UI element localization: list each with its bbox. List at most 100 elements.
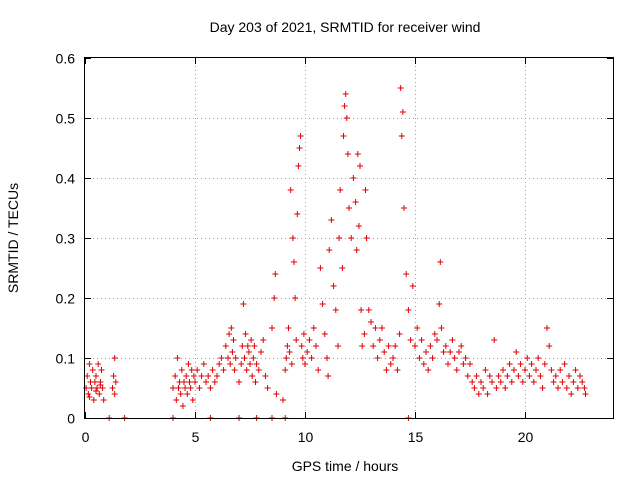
y-tick-label: 0.5 bbox=[56, 111, 76, 127]
data-point bbox=[460, 361, 467, 367]
data-point bbox=[561, 361, 568, 367]
data-point bbox=[431, 331, 438, 337]
data-point bbox=[298, 343, 305, 349]
data-point bbox=[555, 385, 561, 391]
data-point bbox=[500, 367, 506, 373]
data-point bbox=[90, 397, 97, 403]
data-point bbox=[229, 349, 236, 355]
data-point bbox=[84, 373, 91, 379]
data-point bbox=[239, 343, 246, 349]
data-point bbox=[563, 385, 570, 391]
y-tick-label: 0.4 bbox=[56, 171, 76, 187]
data-point bbox=[86, 394, 93, 400]
data-point bbox=[216, 361, 223, 367]
data-point bbox=[188, 367, 195, 373]
data-point bbox=[528, 361, 535, 367]
data-point bbox=[220, 367, 227, 373]
data-point bbox=[449, 337, 456, 343]
data-point bbox=[546, 343, 553, 349]
data-point bbox=[403, 271, 410, 277]
y-tick-label: 0 bbox=[67, 411, 75, 427]
data-point bbox=[557, 367, 564, 373]
data-point bbox=[566, 373, 572, 379]
data-point bbox=[330, 283, 337, 289]
data-point bbox=[230, 337, 237, 343]
data-point bbox=[284, 343, 291, 349]
data-point bbox=[396, 331, 403, 337]
data-point bbox=[376, 337, 383, 343]
data-point bbox=[112, 379, 119, 385]
data-point bbox=[218, 355, 225, 361]
data-point bbox=[357, 163, 363, 169]
data-point bbox=[370, 343, 377, 349]
data-point bbox=[173, 397, 180, 403]
data-point bbox=[399, 109, 406, 115]
data-point bbox=[365, 307, 372, 313]
data-point bbox=[178, 367, 185, 373]
data-point bbox=[582, 391, 589, 397]
data-point bbox=[570, 379, 577, 385]
data-point bbox=[343, 115, 350, 121]
data-point bbox=[458, 343, 465, 349]
data-point bbox=[493, 385, 500, 391]
data-point bbox=[296, 145, 303, 151]
data-point bbox=[111, 355, 118, 361]
data-point bbox=[243, 367, 250, 373]
data-point bbox=[581, 385, 588, 391]
data-point bbox=[440, 349, 447, 355]
data-point bbox=[341, 103, 348, 109]
data-point bbox=[186, 379, 193, 385]
data-point bbox=[325, 373, 332, 379]
y-tick-labels: 0 0.1 0.2 0.3 0.4 0.5 0.6 bbox=[56, 51, 76, 427]
data-point bbox=[172, 373, 179, 379]
data-point bbox=[508, 379, 515, 385]
data-point bbox=[297, 133, 304, 139]
x-axis-title: GPS time / hours bbox=[292, 458, 399, 474]
data-point bbox=[412, 343, 418, 349]
data-point bbox=[552, 373, 559, 379]
x-tick-label: 10 bbox=[298, 429, 314, 445]
y-tick-label: 0.1 bbox=[56, 351, 76, 367]
data-point bbox=[335, 343, 341, 349]
data-point bbox=[392, 343, 399, 349]
data-point bbox=[374, 355, 381, 361]
data-point bbox=[295, 163, 302, 169]
data-point bbox=[242, 331, 249, 337]
data-point bbox=[423, 349, 429, 355]
data-point bbox=[495, 373, 502, 379]
data-point bbox=[222, 343, 229, 349]
data-point bbox=[436, 301, 443, 307]
data-point bbox=[203, 379, 209, 385]
data-point bbox=[346, 205, 352, 211]
data-point bbox=[190, 373, 197, 379]
data-point bbox=[524, 355, 531, 361]
data-point bbox=[283, 355, 290, 361]
data-point bbox=[293, 337, 300, 343]
data-point bbox=[574, 385, 581, 391]
y-tick-label: 0.6 bbox=[56, 51, 76, 67]
data-point bbox=[285, 325, 292, 331]
data-point bbox=[88, 385, 95, 391]
data-point bbox=[249, 373, 256, 379]
data-point bbox=[522, 367, 528, 373]
data-point bbox=[185, 361, 192, 367]
data-point bbox=[272, 271, 279, 277]
data-point bbox=[442, 343, 449, 349]
data-point bbox=[381, 349, 388, 355]
data-point bbox=[211, 379, 218, 385]
data-point bbox=[192, 379, 198, 385]
data-point bbox=[200, 361, 207, 367]
data-point bbox=[358, 307, 365, 313]
data-point bbox=[348, 235, 355, 241]
data-point bbox=[462, 355, 469, 361]
data-point bbox=[385, 343, 392, 349]
data-point bbox=[317, 265, 324, 271]
data-point bbox=[427, 343, 434, 349]
data-point bbox=[231, 367, 238, 373]
data-point bbox=[110, 373, 117, 379]
data-point bbox=[437, 259, 444, 265]
data-point bbox=[236, 379, 242, 385]
data-point bbox=[306, 337, 313, 343]
x-tick-label: 20 bbox=[518, 429, 534, 445]
